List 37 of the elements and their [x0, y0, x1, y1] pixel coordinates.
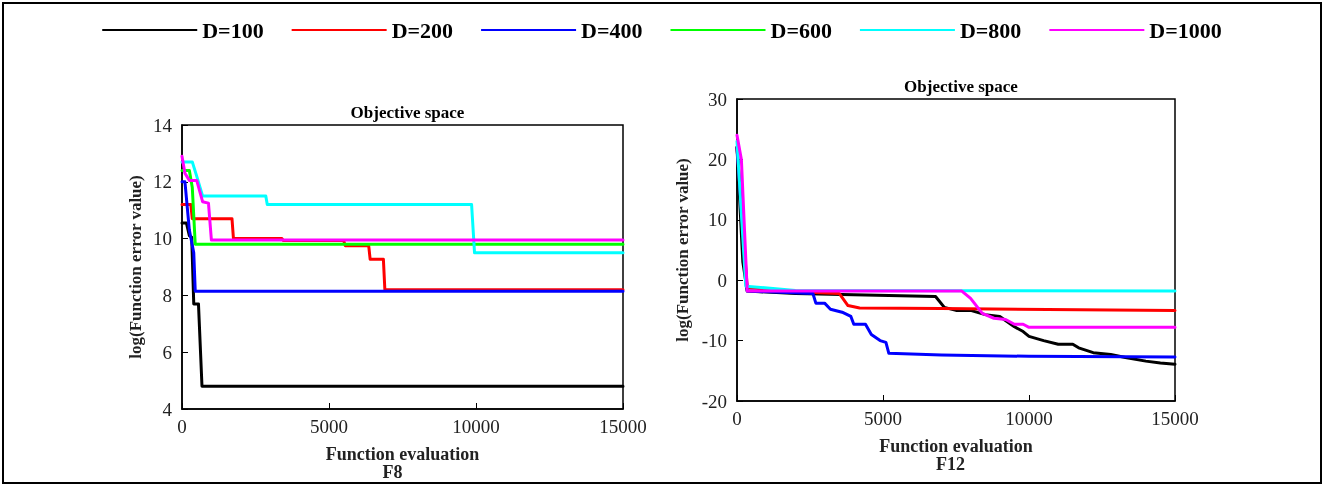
- x-tick-label: 5000: [310, 416, 348, 437]
- legend-label: D=600: [770, 17, 832, 43]
- line-series: [180, 154, 625, 242]
- x-tick-label: 0: [732, 408, 742, 429]
- y-tick-label: 12: [153, 171, 172, 193]
- y-axis-title: log(Function error value): [672, 158, 692, 342]
- y-tick-label: 20: [708, 148, 727, 170]
- legend-label: D=1000: [1149, 17, 1222, 43]
- x-tick-label: 15000: [599, 416, 647, 437]
- y-tick-label: -10: [701, 330, 727, 352]
- legend-label: D=800: [959, 17, 1022, 43]
- y-tick-label: 10: [708, 209, 727, 231]
- x-axis-title: Function evaluation: [325, 444, 480, 464]
- x-tick-label: 10000: [452, 416, 500, 437]
- y-tick-label: 0: [717, 269, 727, 291]
- y-tick-label: 4: [162, 398, 173, 420]
- chart-title: Objective space: [904, 77, 1019, 96]
- x-tick-label: 0: [177, 416, 187, 437]
- text: F8: [382, 462, 403, 482]
- x-tick-label: 15000: [1151, 408, 1199, 429]
- y-axis-title: log(Function error value): [126, 175, 145, 359]
- legend-label: D=400: [581, 17, 643, 43]
- y-tick-label: 30: [708, 88, 727, 110]
- text: F12: [936, 454, 965, 474]
- y-tick-label: 8: [162, 284, 172, 306]
- y-tick-label: 6: [162, 341, 172, 363]
- x-tick-label: 10000: [1005, 408, 1053, 429]
- chart-title: Objective space: [350, 103, 465, 122]
- y-tick-label: 14: [153, 114, 173, 136]
- legend-label: D=100: [202, 17, 264, 43]
- line-series: [180, 180, 625, 293]
- x-axis-title: Function evaluation: [879, 436, 1033, 456]
- y-tick-label: 10: [153, 228, 172, 250]
- line-series: [180, 160, 625, 255]
- legend-label: D=200: [391, 17, 454, 43]
- y-tick-label: -20: [701, 390, 727, 412]
- x-tick-label: 5000: [864, 408, 902, 429]
